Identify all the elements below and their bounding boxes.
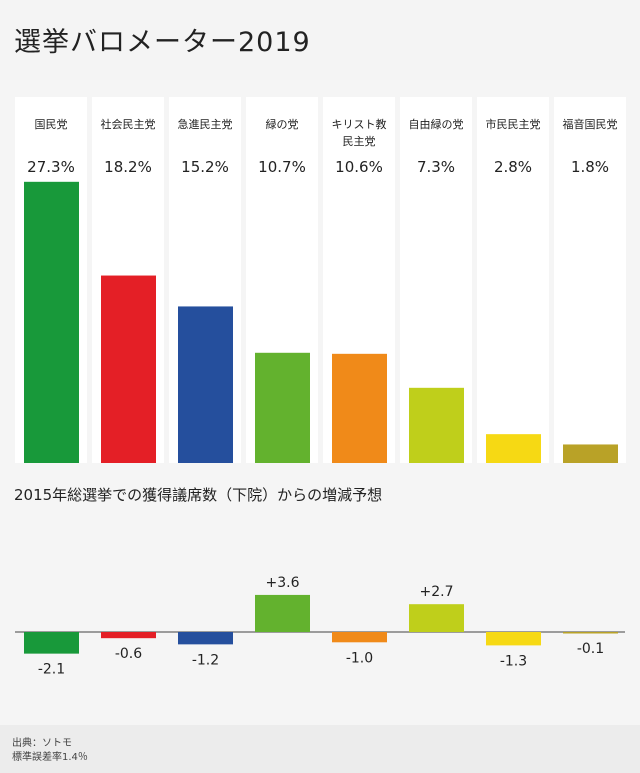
vote-share-bar	[178, 306, 233, 463]
vote-share-label: 10.7%	[258, 158, 306, 176]
footer: 出典：ソトモ 標準誤差率1.4％	[12, 737, 88, 765]
vote-share-bar	[409, 387, 464, 463]
vote-share-label: 27.3%	[27, 158, 75, 176]
seat-change-label: -0.1	[577, 641, 604, 657]
page-title: 選挙バロメーター2019	[14, 27, 311, 58]
seat-change-label: -1.0	[346, 650, 373, 666]
party-label: 自由緑の党	[409, 117, 464, 131]
party-label: 社会民主党	[101, 117, 156, 131]
party-label: 市民民主党	[486, 117, 541, 131]
column-bg	[477, 97, 549, 463]
error-note: 標準誤差率1.4％	[12, 752, 88, 763]
vote-share-label: 7.3%	[417, 158, 455, 176]
vote-share-bar	[332, 353, 387, 463]
vote-share-label: 15.2%	[181, 158, 229, 176]
seat-change-title: 2015年総選挙での獲得議席数（下院）からの増減予想	[14, 486, 382, 504]
seat-change-bar	[409, 604, 464, 632]
party-label: キリスト教	[332, 118, 387, 131]
seat-change-bar	[332, 632, 387, 643]
vote-share-bar	[486, 434, 541, 463]
seat-change-label: -2.1	[38, 662, 65, 678]
vote-share-label: 18.2%	[104, 158, 152, 176]
chart-area: 国民党 27.3% 社会民主党 18.2% 急進民主党 15.2% 緑の党 10.7% キリスト…	[0, 80, 640, 725]
column-bg	[554, 97, 626, 463]
header: 選挙バロメーター2019	[0, 0, 640, 80]
source-note: 出典：ソトモ	[12, 738, 72, 749]
seat-change-bar	[101, 632, 156, 639]
party-label: 国民党	[35, 118, 68, 131]
vote-share-label: 1.8%	[571, 158, 609, 176]
seat-change-label: +2.7	[420, 584, 454, 600]
seat-change-bar	[24, 632, 79, 654]
seat-change-bar	[255, 594, 310, 632]
vote-share-bar	[255, 352, 310, 463]
vote-share-bar	[563, 444, 618, 463]
party-label: 福音国民党	[563, 117, 618, 131]
party-label: 民主党	[343, 135, 376, 148]
seat-change-label: -1.2	[192, 652, 219, 668]
seat-change-label: +3.6	[266, 575, 300, 591]
party-label: 急進民主党	[178, 117, 233, 131]
party-label: 緑の党	[266, 117, 299, 131]
vote-share-label: 2.8%	[494, 158, 532, 176]
vote-share-label: 10.6%	[335, 158, 383, 176]
vote-share-bar	[101, 275, 156, 463]
seat-change-bar	[486, 632, 541, 646]
chart-svg: 国民党 27.3% 社会民主党 18.2% 急進民主党 15.2% 緑の党 10.7% キリスト…	[14, 97, 626, 678]
seat-change-label: -1.3	[500, 653, 527, 669]
seat-change-bar	[563, 632, 618, 634]
seat-change-bar	[178, 632, 233, 645]
vote-share-bar	[24, 181, 79, 463]
seat-change-label: -0.6	[115, 646, 142, 662]
